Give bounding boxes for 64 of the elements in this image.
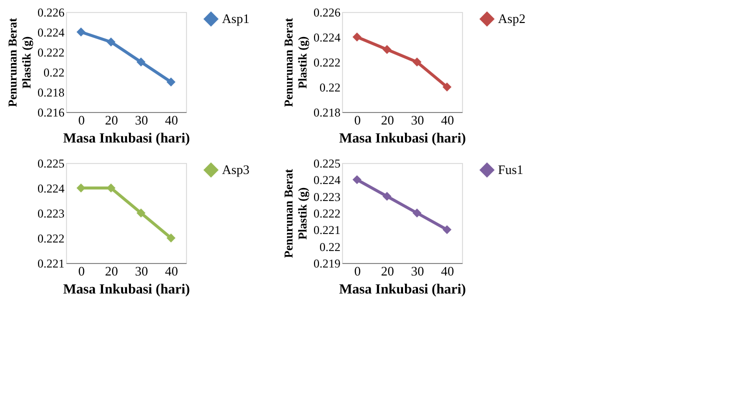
y-axis-title: Penurunan Berat Plastik (g) [282,168,310,258]
x-tick-label: 0 [354,264,361,278]
x-tick-label: 0 [78,264,85,278]
x-tick-label: 40 [165,112,178,128]
x-tick-label: 20 [381,112,394,128]
y-tick-label: 0.219 [314,256,340,270]
y-tick-label: 0.226 [314,6,340,20]
point [442,82,452,92]
point [382,45,392,54]
y-tick-label: 0.226 [38,6,64,20]
y-tick-label: 0.22 [320,80,340,94]
x-tick-label: 0 [78,112,85,128]
y-tick-label: 0.224 [314,173,340,188]
legend-label: Fus1 [498,162,524,177]
y-tick-label: 0.222 [314,56,340,70]
point [412,58,422,66]
x-tick-label: 0 [354,112,361,128]
y-tick-label: 0.223 [314,190,340,204]
legend-label: Asp2 [498,11,526,26]
x-tick-label: 30 [135,112,148,128]
y-tick-label: 0.223 [38,206,64,220]
point [136,208,146,218]
x-axis-title: Masa Inkubasi (hari) [63,282,190,298]
x-tick-label: 40 [165,264,178,278]
point [442,225,452,234]
y-tick-label: 0.22 [44,66,64,80]
x-tick-label: 20 [105,112,118,128]
x-tick-label: 20 [381,264,394,278]
y-tick-label: 0.216 [38,106,64,120]
point [106,38,116,46]
point [412,208,422,218]
legend-label: Asp1 [222,11,250,26]
y-tick-label: 0.225 [314,156,340,170]
y-tick-label: 0.218 [314,106,340,120]
y-tick-label: 0.222 [38,232,64,246]
point [352,175,362,184]
point [166,78,176,86]
y-tick-label: 0.222 [314,206,340,220]
point [136,58,146,66]
y-axis-title: Penurunan Berat Plastik (g) [282,18,310,108]
y-tick-label: 0.224 [38,26,64,40]
legend-label: Asp3 [222,162,250,177]
x-axis-title: Masa Inkubasi (hari) [63,132,190,146]
y-tick-label: 0.224 [314,30,340,44]
x-tick-label: 30 [135,264,148,278]
y-tick-label: 0.222 [38,46,64,60]
y-tick-label: 0.221 [38,256,64,270]
x-tick-label: 30 [411,264,424,278]
x-tick-label: 40 [441,264,454,278]
point [382,192,392,201]
y-tick-label: 0.224 [38,182,64,196]
point [76,28,86,36]
y-tick-label: 0.22 [320,240,340,254]
x-axis-title: Masa Inkubasi (hari) [339,282,466,298]
x-tick-label: 20 [105,264,118,278]
y-axis-title: Penurunan Berat Plastik (g) [6,18,34,108]
point [352,32,362,42]
y-tick-label: 0.225 [38,156,64,170]
x-axis-title: Masa Inkubasi (hari) [339,132,466,146]
x-tick-label: 30 [411,112,424,128]
x-tick-label: 40 [441,112,454,128]
y-tick-label: 0.221 [314,223,340,238]
y-tick-label: 0.218 [38,86,64,100]
point [166,234,176,242]
